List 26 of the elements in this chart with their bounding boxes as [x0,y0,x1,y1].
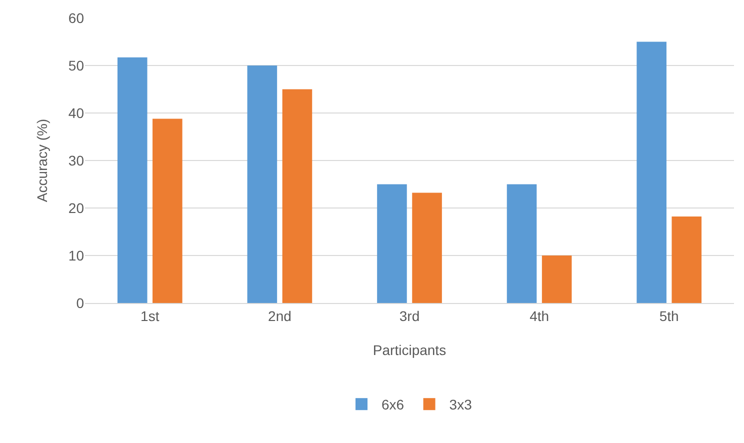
y-tick-label: 40 [68,104,84,121]
bar [247,66,278,303]
bar [377,184,407,303]
legend-label: 6x6 [382,396,404,413]
x-tick-label: 3rd [399,308,420,324]
y-tick-label: 20 [68,200,84,216]
x-tick-label: 1st [140,308,160,324]
bar [117,57,148,303]
y-tick-label: 60 [68,10,84,26]
x-tick-label: 2nd [268,308,292,324]
y-tick-label: 50 [68,57,84,74]
bar [542,256,572,303]
x-tick-label: 4th [530,308,550,324]
bar [506,184,537,303]
x-axis-title: Participants [372,342,446,358]
y-tick-label: 0 [76,294,84,311]
y-axis-title: Accuracy (%) [34,118,50,202]
x-tick-label: 5th [659,308,679,324]
legend-label: 3x3 [449,396,472,413]
bar [636,42,666,303]
bar [152,118,182,303]
y-tick-label: 10 [68,247,84,264]
bar [672,216,702,303]
bar [282,89,312,303]
bar [412,192,442,303]
y-tick-label: 30 [68,152,84,168]
